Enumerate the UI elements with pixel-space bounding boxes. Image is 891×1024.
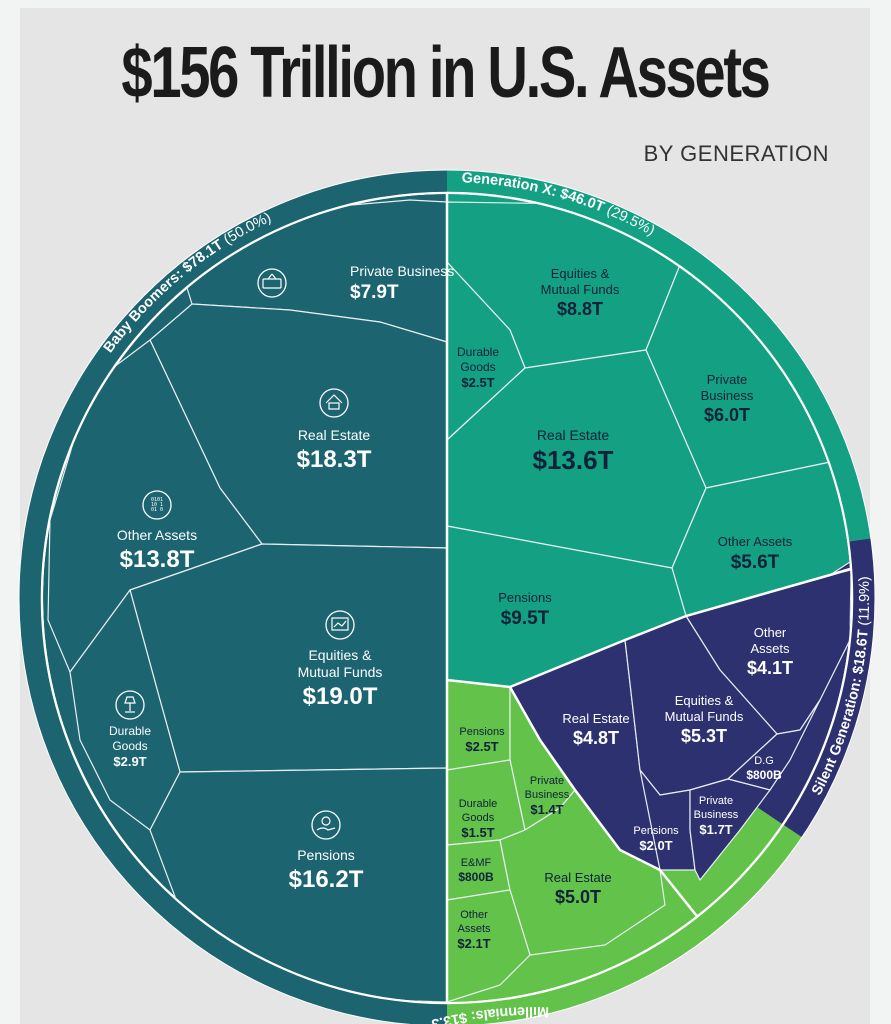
- generation-x-equities-and-mutual-funds-value: $8.8T: [557, 299, 603, 319]
- generation-x-pensions-value: $9.5T: [501, 608, 550, 629]
- outer-ring-edge: [18, 169, 876, 1024]
- asset-cells: [43, 194, 851, 1002]
- silent-generation-d-g-value: $800B: [746, 768, 782, 782]
- generation-x-other-assets-label: Other Assets: [718, 534, 793, 549]
- stock-chart-icon: [325, 610, 355, 640]
- millennials-durable-goods-value: $1.5T: [461, 825, 494, 840]
- silent-generation-d-g-label: D.G: [754, 755, 774, 767]
- silent-generation-pensions-label: Pensions: [633, 825, 679, 837]
- millennials-durable-goods-label: Durable Goods: [459, 798, 498, 824]
- generation-x-equities-and-mutual-funds-label: Equities & Mutual Funds: [541, 266, 620, 297]
- svg-text:0101: 0101: [151, 497, 163, 503]
- lamp-icon: [115, 690, 145, 720]
- millennials-real-estate-value: $5.0T: [555, 887, 601, 907]
- millennials-eandmf-label: E&MF: [461, 857, 492, 869]
- millennials-cell-pensions: [446, 679, 511, 771]
- millennials-pensions-label: Pensions: [459, 726, 505, 738]
- baby-boomers-equities-and-mutual-funds-label: Equities & Mutual Funds: [298, 647, 383, 680]
- silent-generation-other-assets-value: $4.1T: [747, 658, 793, 678]
- baby-boomers-durable-goods-value: $2.9T: [113, 754, 146, 769]
- silent-generation-equities-and-mutual-funds-label: Equities & Mutual Funds: [665, 693, 744, 724]
- silent-generation-cell-private-business: [689, 778, 771, 881]
- millennials-eandmf-value: $800B: [458, 870, 494, 884]
- baby-boomers-other-assets-value: $13.8T: [120, 546, 195, 573]
- svg-text:10 1: 10 1: [151, 502, 163, 508]
- millennials-other-assets-value: $2.1T: [457, 936, 490, 951]
- page-subtitle: BY GENERATION: [643, 141, 829, 166]
- silent-generation-other-assets-label: Other Assets: [750, 625, 790, 656]
- millennials-private-business-value: $1.4T: [530, 802, 563, 817]
- silent-generation-equities-and-mutual-funds-value: $5.3T: [681, 726, 727, 746]
- silent-generation-real-estate-value: $4.8T: [573, 728, 619, 748]
- generation-x-real-estate-value: $13.6T: [533, 445, 614, 475]
- baby-boomers-pensions-label: Pensions: [297, 847, 355, 863]
- svg-text:01 0: 01 0: [151, 507, 163, 513]
- open-sign-icon: [257, 268, 287, 298]
- millennials-private-business-label: Private Business: [525, 775, 570, 801]
- baby-boomers-other-assets-label: Other Assets: [117, 527, 197, 543]
- generation-x-private-business-label: Private Business: [701, 372, 754, 403]
- money-hand-icon: [311, 810, 341, 840]
- baby-boomers-durable-goods-label: Durable Goods: [109, 724, 151, 753]
- millennials-real-estate-label: Real Estate: [544, 870, 611, 885]
- silent-generation-private-business-value: $1.7T: [699, 822, 732, 837]
- silent-generation-real-estate-label: Real Estate: [562, 711, 629, 726]
- generation-x-real-estate-label: Real Estate: [537, 427, 610, 443]
- generation-x-pensions-label: Pensions: [498, 590, 552, 605]
- asset-labels: Private Business $7.9T Real Estate $18.3T 01…: [109, 263, 793, 951]
- millennials-other-assets-label: Other Assets: [457, 909, 491, 935]
- generation-x-other-assets-value: $5.6T: [731, 552, 780, 573]
- generation-boundaries: [445, 194, 851, 1002]
- baby-boomers-real-estate-label: Real Estate: [298, 427, 371, 443]
- generation-x-durable-goods-value: $2.5T: [461, 375, 494, 390]
- generation-x-private-business-value: $6.0T: [704, 405, 750, 425]
- baby-boomers-equities-and-mutual-funds-value: $19.0T: [303, 683, 378, 710]
- millennials-pensions-value: $2.5T: [465, 739, 498, 754]
- baby-boomers-real-estate-value: $18.3T: [297, 446, 372, 473]
- silent-generation-private-business-label: Private Business: [694, 795, 739, 821]
- baby-boomers-private-business-value: $7.9T: [350, 282, 399, 303]
- baby-boomers-private-business-label: Private Business: [350, 263, 454, 279]
- house-icon: [319, 388, 349, 418]
- baby-boomers-cell-equities-and-mutual-funds: [129, 543, 448, 773]
- silent-generation-pensions-value: $2.0T: [639, 838, 672, 853]
- page-title: $156 Trillion in U.S. Assets: [121, 33, 770, 113]
- inner-ring-divider: [40, 191, 854, 1005]
- baby-boomers-pensions-value: $16.2T: [289, 866, 364, 893]
- generation-x-durable-goods-label: Durable Goods: [457, 345, 499, 374]
